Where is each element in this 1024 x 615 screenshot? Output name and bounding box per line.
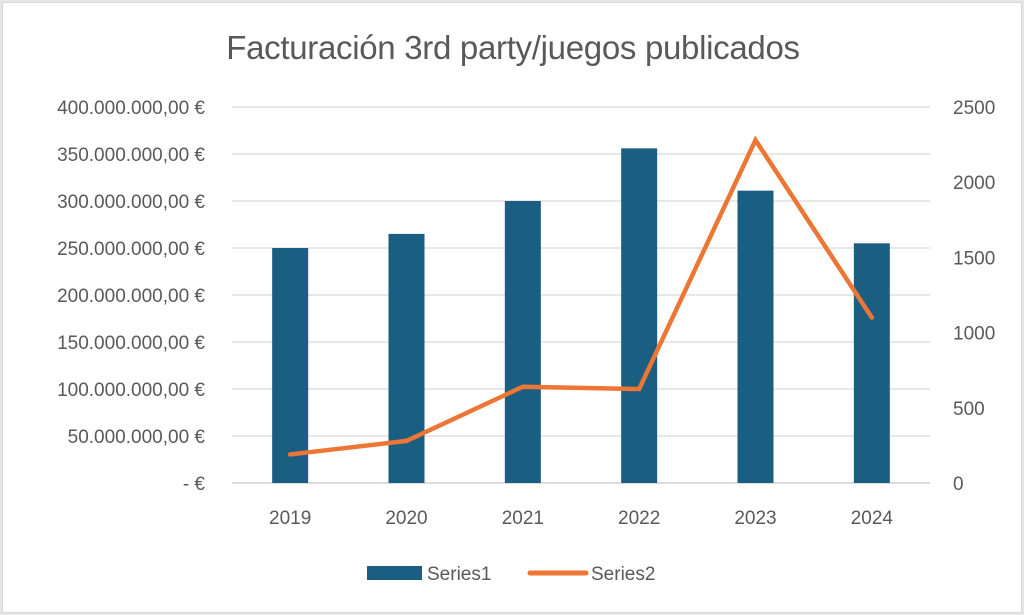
x-axis-tick-label: 2024 xyxy=(851,508,894,529)
left-axis-tick-label: 50.000.000,00 € xyxy=(68,427,206,448)
right-axis-tick-label: 1500 xyxy=(953,248,995,269)
right-axis-tick-label: 1000 xyxy=(953,324,995,345)
legend-label-series1: Series1 xyxy=(427,564,491,585)
x-axis-tick-label: 2020 xyxy=(385,508,427,529)
bar-series1 xyxy=(388,233,425,483)
left-axis-tick-label: 100.000.000,00 € xyxy=(57,380,205,401)
right-axis-tick-label: 2000 xyxy=(953,173,995,194)
x-axis-tick-label: 2019 xyxy=(269,508,311,529)
bar-series1 xyxy=(853,243,890,483)
left-axis-tick-label: 250.000.000,00 € xyxy=(57,239,205,260)
left-axis-tick-label: 150.000.000,00 € xyxy=(57,333,205,354)
x-axis-tick-label: 2022 xyxy=(618,508,660,529)
legend-label-series2: Series2 xyxy=(591,564,655,585)
legend-swatch-series1 xyxy=(367,566,422,580)
bar-series1 xyxy=(504,201,541,483)
bar-series1 xyxy=(621,148,658,484)
left-axis-tick-label: 400.000.000,00 € xyxy=(57,98,205,119)
line-series2 xyxy=(287,135,875,457)
right-axis-tick-label: 2500 xyxy=(953,98,995,119)
right-axis-tick-label: 500 xyxy=(953,399,985,420)
bar-series1 xyxy=(272,248,309,483)
x-axis-tick-label: 2021 xyxy=(502,508,544,529)
right-axis-tick-label: 0 xyxy=(953,474,964,495)
left-axis-tick-label: 350.000.000,00 € xyxy=(57,145,205,166)
left-axis-tick-label: 300.000.000,00 € xyxy=(57,192,205,213)
left-axis-tick-label: - € xyxy=(183,474,206,495)
chart-title: Facturación 3rd party/juegos publicados xyxy=(226,29,800,66)
x-axis-tick-label: 2023 xyxy=(734,508,776,529)
left-axis-tick-label: 200.000.000,00 € xyxy=(57,286,205,307)
bar-series1 xyxy=(737,190,774,483)
